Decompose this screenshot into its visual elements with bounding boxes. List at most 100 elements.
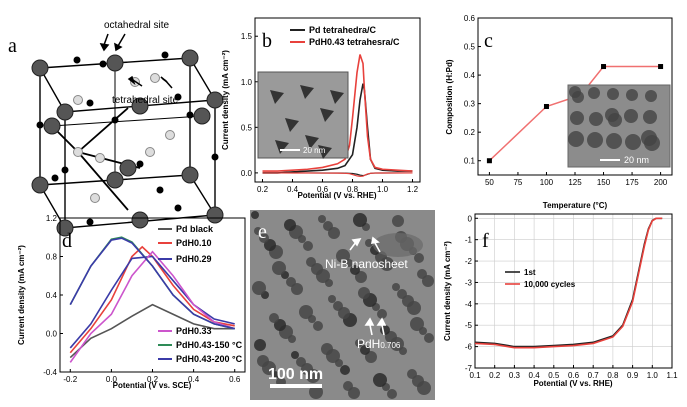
legend-entry: Pd tetrahedra/C <box>309 25 377 35</box>
tem-particle <box>360 345 370 355</box>
tetrahedral-site-label: tetrahedral site <box>112 95 179 106</box>
nanosheet-shape <box>373 233 423 257</box>
x-tick-label: 150 <box>597 178 611 187</box>
inset-scale-label-c: 20 nm <box>624 155 649 165</box>
inset-particle <box>330 90 344 104</box>
tem-particle <box>257 355 269 367</box>
y-tick-label: -2 <box>465 257 473 266</box>
tem-particle <box>397 289 407 299</box>
x-axis-title: Potential (V vs. RHE) <box>533 379 612 388</box>
y-tick-label: -7 <box>465 364 473 373</box>
y-tick-label: -6 <box>465 343 473 352</box>
x-tick-label: 0.5 <box>548 371 560 380</box>
x-tick-label: 0.4 <box>529 371 541 380</box>
tem-particle <box>365 239 373 247</box>
y-tick-label: 1.0 <box>241 78 253 87</box>
tem-particle <box>252 281 266 295</box>
inset-particle <box>588 87 600 99</box>
tem-particle <box>336 249 350 263</box>
x-tick-label: 0.4 <box>188 375 200 384</box>
x-tick-label: 0.4 <box>287 185 299 194</box>
tem-particles <box>251 211 434 399</box>
legend-entry: PdH0.10 <box>176 238 212 248</box>
panel-label-f: f <box>482 230 489 252</box>
y-tick-label: -4 <box>465 300 473 309</box>
panel-f-chart: 0.1 0.2 0.3 0.4 0.5 0.6 0.7 0.8 0.9 1.0 1.1 0 -1 -2 -3… <box>443 213 678 388</box>
tem-particle <box>392 283 400 291</box>
panel-c-chart: 50 75 100 125 150 175 200 0.1 0.2 0.3 0.4 0.5 0.6 Tem… <box>445 14 673 210</box>
x-tick-label: 75 <box>513 178 522 187</box>
y-tick-label: 0.0 <box>241 169 253 178</box>
tem-particle <box>333 301 343 311</box>
y-tick-label: 0.6 <box>464 14 476 23</box>
tem-particle <box>272 261 286 275</box>
x-tick-label: 0.8 <box>347 185 359 194</box>
x-tick-label: 125 <box>568 178 582 187</box>
tem-particle <box>299 305 313 319</box>
tem-particle <box>309 385 323 399</box>
legend-entry: PdH0.29 <box>176 254 212 264</box>
x-tick-label: 0.2 <box>147 375 159 384</box>
tem-particle <box>296 357 306 367</box>
x-tick-label: 200 <box>654 178 668 187</box>
panel-label-a: a <box>8 35 17 57</box>
x-tick-label: 0.7 <box>588 371 600 380</box>
y-tick-label: 0 <box>468 214 473 223</box>
tem-particle <box>417 269 427 279</box>
tem-particle <box>410 317 424 331</box>
x-tick-label: 0.1 <box>469 371 481 380</box>
y-tick-label: -5 <box>465 321 473 330</box>
tem-particle <box>414 253 424 263</box>
tem-particle <box>387 389 397 399</box>
inset-particle <box>608 113 622 127</box>
scale-bar-label-e: 100 nm <box>268 366 323 383</box>
inset-particle <box>285 118 299 132</box>
panel-label-e: e <box>258 221 267 243</box>
x-tick-label: 0.2 <box>489 371 501 380</box>
tem-particle <box>328 295 336 303</box>
tem-particle <box>377 309 387 319</box>
x-tick-label: 100 <box>540 178 554 187</box>
x-axis-title: Temperature (°C) <box>543 201 608 210</box>
tem-particle <box>251 211 259 219</box>
series-line-pdh0-29 <box>69 255 235 349</box>
series-line-pdh0-10 <box>69 245 235 354</box>
y-tick-label: 1.5 <box>241 32 253 41</box>
inset-particle <box>644 135 660 151</box>
pdh-label: PdH0.706 <box>357 337 401 351</box>
legend-entry: Pd black <box>176 224 214 234</box>
tem-particle <box>424 333 434 343</box>
inset-particle <box>626 89 638 101</box>
scale-bar-e <box>270 384 322 388</box>
series-line-pdh0-43-tetrahesra-c <box>262 54 413 172</box>
inset-particle <box>606 133 622 149</box>
inset-particle <box>305 135 319 149</box>
tem-particle <box>340 365 350 375</box>
x-tick-label: 0.2 <box>257 185 269 194</box>
tem-particle <box>323 221 333 231</box>
inset-scale-label-b: 20 nm <box>303 146 326 155</box>
inset-particle <box>587 132 603 148</box>
series-line-pd-tetrahedra-c <box>262 83 413 174</box>
x-tick-label: 0.8 <box>607 371 619 380</box>
inset-particle <box>643 110 657 124</box>
plot-frame-b <box>254 17 421 183</box>
inset-particle <box>625 134 641 150</box>
y-tick-label: -1 <box>465 236 473 245</box>
tem-particle <box>350 265 360 275</box>
inset-particle <box>320 108 334 122</box>
inset-particle <box>318 145 332 159</box>
y-tick-label: -0.4 <box>43 368 57 377</box>
data-point <box>658 64 664 70</box>
x-tick-label: 0.0 <box>106 375 118 384</box>
tem-particle <box>392 215 404 227</box>
x-tick-label: 1.0 <box>377 185 389 194</box>
y-tick-label: 0.4 <box>464 71 476 80</box>
panel-label-c: c <box>484 30 493 52</box>
tem-particle <box>254 227 262 235</box>
data-point <box>601 64 607 70</box>
x-tick-label: 0.6 <box>229 375 241 384</box>
tem-particle <box>254 339 266 351</box>
inset-particle <box>300 85 314 99</box>
